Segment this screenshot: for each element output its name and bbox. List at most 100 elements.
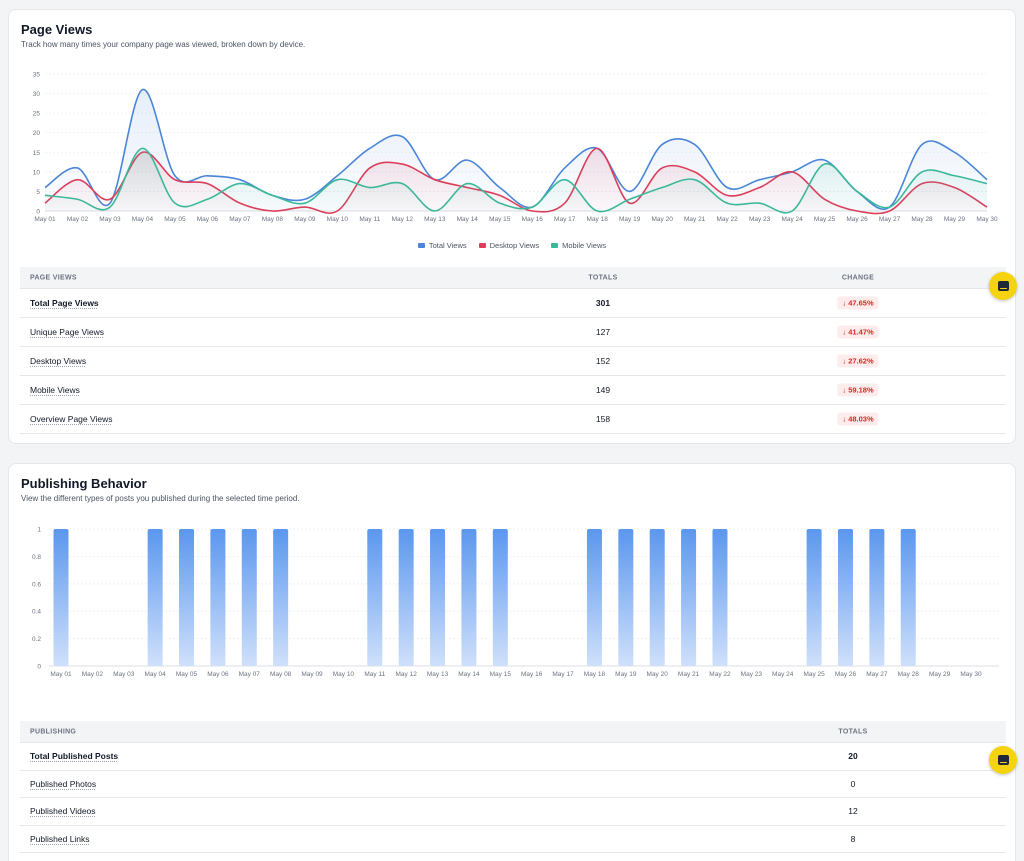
row-total: 20	[848, 751, 858, 762]
table-row: Published Links 8	[20, 826, 1006, 853]
y-tick-label: 0.8	[32, 554, 41, 561]
y-tick-label: 10	[33, 169, 41, 176]
row-label[interactable]: Published Videos	[30, 806, 96, 817]
x-tick-label: May 18	[587, 216, 609, 223]
x-tick-label: May 01	[50, 671, 72, 678]
y-tick-label: 25	[33, 111, 41, 118]
row-total: 158	[595, 414, 611, 424]
bar	[492, 529, 508, 666]
legend-swatch	[551, 243, 559, 248]
x-tick-label: May 20	[647, 671, 669, 678]
row-label[interactable]: Unique Page Views	[30, 327, 105, 337]
x-tick-label: May 25	[803, 671, 825, 678]
change-badge: ↓ 47.65%	[837, 296, 879, 310]
bar	[461, 529, 477, 666]
legend-label: Desktop Views	[489, 241, 540, 250]
row-label[interactable]: Overview Page Views	[30, 414, 113, 424]
table-row: Unique Page Views 127 ↓ 41.47%	[20, 318, 1006, 347]
x-tick-label: May 21	[678, 671, 700, 678]
row-label[interactable]: Mobile Views	[30, 385, 80, 395]
header-pub-totals: TOTALS	[838, 728, 868, 735]
row-total: 149	[595, 385, 611, 395]
bar	[430, 529, 446, 666]
bar	[712, 529, 728, 666]
y-tick-label: 0.6	[32, 581, 41, 588]
row-label[interactable]: Published Photos	[30, 778, 97, 789]
y-tick-label: 0	[36, 209, 40, 216]
bar	[837, 529, 853, 666]
x-tick-label: May 01	[34, 216, 56, 223]
x-tick-label: May 04	[144, 671, 166, 678]
chat-icon	[997, 281, 1009, 291]
x-tick-label: May 06	[197, 216, 219, 223]
header-publishing: PUBLISHING	[30, 728, 77, 735]
x-tick-label: May 28	[898, 671, 920, 678]
x-tick-label: May 17	[552, 671, 574, 678]
row-total: 12	[848, 806, 858, 817]
x-tick-label: May 05	[176, 671, 198, 678]
publishing-chart: 0 0.2 0.4 0.6 0.8 1 May 01 May 02 May 03 May 04 Ma…	[32, 527, 999, 678]
publishing-subtitle: View the different types of posts you pu…	[21, 494, 300, 503]
legend-swatch	[478, 243, 486, 248]
x-tick-label: May 30	[960, 671, 982, 678]
table-row: Total Page Views 301 ↓ 47.65%	[20, 289, 1006, 318]
x-tick-label: May 25	[814, 216, 836, 223]
x-tick-label: May 02	[82, 671, 104, 678]
page-views-legend: Total Views Desktop Views Mobile Views	[9, 241, 1015, 250]
x-tick-label: May 22	[716, 216, 738, 223]
legend-label: Mobile Views	[562, 241, 607, 250]
change-badge: ↓ 27.62%	[837, 354, 879, 368]
x-tick-label: May 11	[359, 216, 380, 223]
legend-item[interactable]: Total Views	[417, 241, 467, 250]
row-label[interactable]: Published Links	[30, 833, 90, 844]
x-tick-label: May 09	[294, 216, 316, 223]
legend-item[interactable]: Mobile Views	[551, 241, 606, 250]
row-total: 8	[850, 833, 856, 844]
x-tick-label: May 27	[866, 671, 888, 678]
page-views-subtitle: Track how many times your company page w…	[21, 40, 306, 49]
bar	[147, 529, 163, 666]
x-tick-label: May 15	[489, 216, 511, 223]
x-tick-label: May 24	[772, 671, 794, 678]
table-row: Published Videos 12	[20, 798, 1006, 826]
legend-item[interactable]: Desktop Views	[478, 241, 540, 250]
bar	[900, 529, 916, 666]
x-tick-label: May 03	[113, 671, 135, 678]
row-label[interactable]: Total Published Posts	[30, 751, 119, 762]
support-chat-button[interactable]	[989, 272, 1017, 300]
change-badge: ↓ 48.03%	[837, 412, 879, 426]
page-views-title: Page Views	[21, 22, 93, 37]
publishing-title: Publishing Behavior	[21, 476, 147, 491]
x-tick-label: May 07	[229, 216, 251, 223]
y-tick-label: 1	[37, 527, 41, 534]
y-tick-label: 35	[33, 72, 41, 79]
row-label[interactable]: Total Page Views	[30, 298, 99, 308]
x-tick-label: May 13	[427, 671, 449, 678]
series-area-1	[45, 148, 987, 214]
support-chat-button-2[interactable]	[989, 746, 1017, 774]
y-tick-label: 20	[33, 130, 41, 137]
bar	[869, 529, 885, 666]
x-tick-label: May 28	[911, 216, 933, 223]
x-tick-label: May 12	[392, 216, 414, 223]
x-tick-label: May 19	[619, 216, 641, 223]
x-tick-label: May 26	[835, 671, 857, 678]
x-tick-label: May 16	[521, 671, 543, 678]
x-tick-label: May 21	[684, 216, 706, 223]
bar	[179, 529, 195, 666]
y-tick-label: 0.2	[32, 636, 41, 643]
y-tick-label: 15	[33, 150, 41, 157]
page-views-table: PAGE VIEWS TOTALS CHANGE Total Page View…	[20, 267, 1006, 434]
x-tick-label: May 11	[364, 671, 385, 678]
x-tick-label: May 13	[424, 216, 446, 223]
bar	[53, 529, 69, 666]
row-label[interactable]: Desktop Views	[30, 356, 87, 366]
x-tick-label: May 02	[67, 216, 89, 223]
header-totals: TOTALS	[588, 274, 618, 281]
bar	[649, 529, 665, 666]
x-tick-label: May 19	[615, 671, 637, 678]
x-tick-label: May 06	[207, 671, 229, 678]
x-tick-label: May 14	[457, 216, 479, 223]
header-change: CHANGE	[841, 274, 875, 281]
x-tick-label: May 23	[741, 671, 763, 678]
